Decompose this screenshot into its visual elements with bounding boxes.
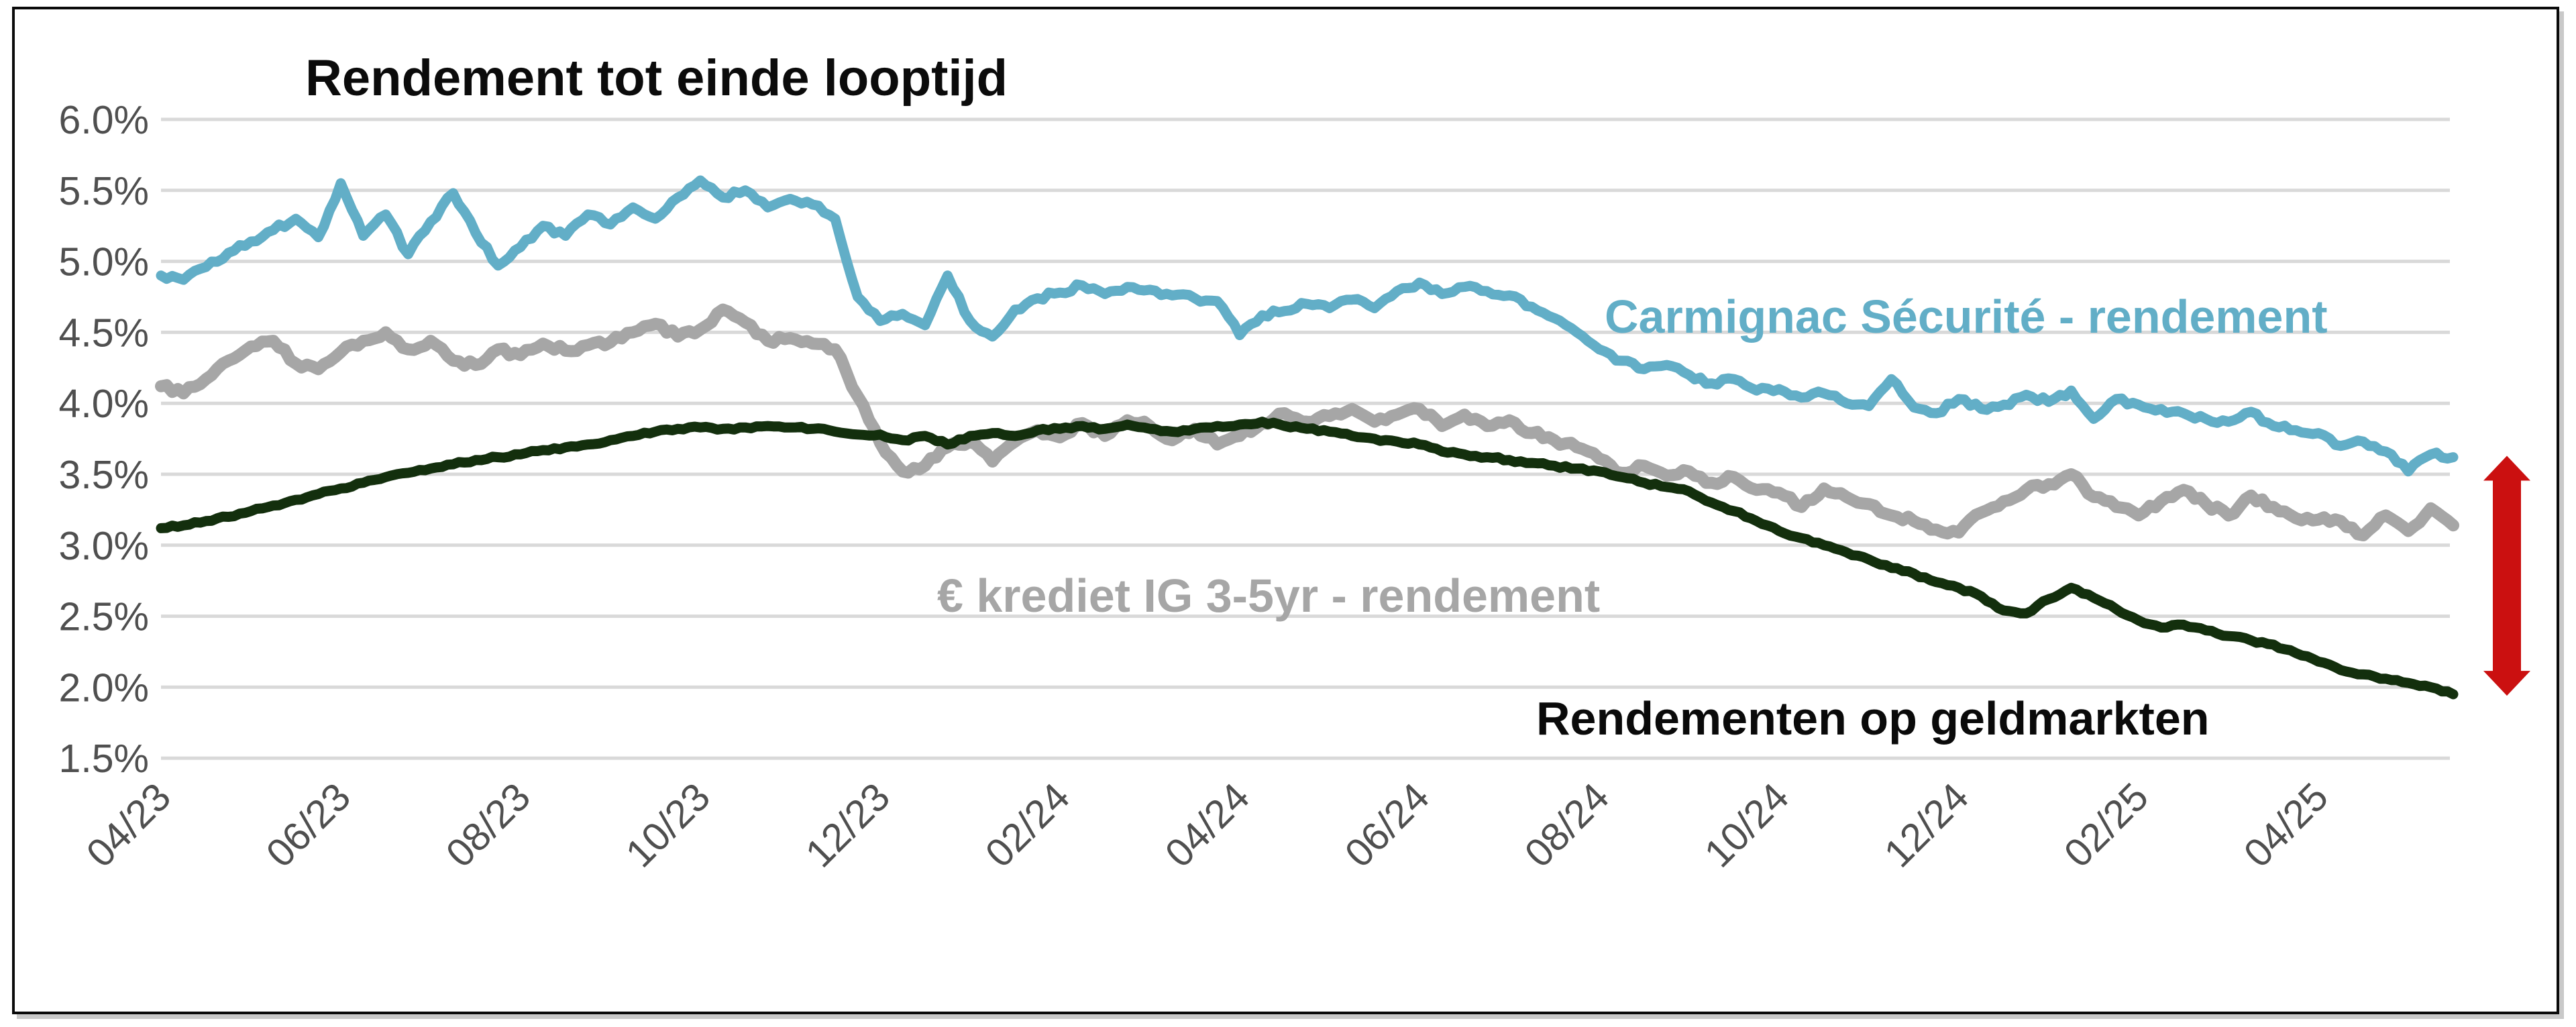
- x-tick-10/24: 10/24: [1696, 775, 1797, 876]
- y-tick-4.0%: 4.0%: [59, 382, 149, 426]
- y-tick-6.0%: 6.0%: [59, 98, 149, 142]
- y-tick-5.0%: 5.0%: [59, 240, 149, 284]
- x-tick-08/23: 08/23: [437, 775, 539, 876]
- red-double-arrow-icon: [2483, 455, 2530, 696]
- y-tick-2.5%: 2.5%: [59, 595, 149, 639]
- x-tick-10/23: 10/23: [617, 775, 718, 876]
- y-tick-4.5%: 4.5%: [59, 311, 149, 355]
- x-tick-02/25: 02/25: [2055, 775, 2157, 876]
- y-tick-5.5%: 5.5%: [59, 169, 149, 213]
- y-tick-1.5%: 1.5%: [59, 737, 149, 781]
- x-tick-12/24: 12/24: [1876, 775, 1977, 876]
- x-tick-02/24: 02/24: [977, 775, 1078, 876]
- x-tick-08/24: 08/24: [1516, 775, 1617, 876]
- y-tick-2.0%: 2.0%: [59, 665, 149, 710]
- x-tick-04/25: 04/25: [2235, 775, 2337, 876]
- series-label-geldmarkten: Rendementen op geldmarkten: [1536, 692, 2210, 745]
- y-tick-3.0%: 3.0%: [59, 524, 149, 568]
- line-carmignac-securite: [156, 175, 2459, 477]
- gridlines: [161, 117, 2450, 760]
- series-lines: [155, 175, 2459, 700]
- x-tick-06/24: 06/24: [1336, 775, 1438, 876]
- series-label-carmignac-securite: Carmignac Sécurité - rendement: [1605, 290, 2328, 343]
- line-geldmarkten: [156, 417, 2459, 700]
- y-axis-tick-labels: 6.0% 5.5% 5.0% 4.5% 4.0% 3.5% 3.0% 2.5% 2.0% 1.5%: [59, 98, 149, 781]
- chart-title: Rendement tot einde looptijd: [305, 50, 1008, 107]
- x-tick-06/23: 06/23: [258, 775, 359, 876]
- series-label-eur-krediet-ig: € krediet IG 3-5yr - rendement: [937, 570, 1600, 622]
- line-eur-krediet-ig: [155, 303, 2459, 541]
- x-tick-12/23: 12/23: [797, 775, 898, 876]
- x-axis-tick-labels: 04/23 06/23 08/23 10/23 12/23 02/24 04/24 06/24…: [78, 775, 2337, 876]
- x-tick-04/24: 04/24: [1157, 775, 1258, 876]
- y-tick-3.5%: 3.5%: [59, 453, 149, 497]
- x-tick-04/23: 04/23: [78, 775, 179, 876]
